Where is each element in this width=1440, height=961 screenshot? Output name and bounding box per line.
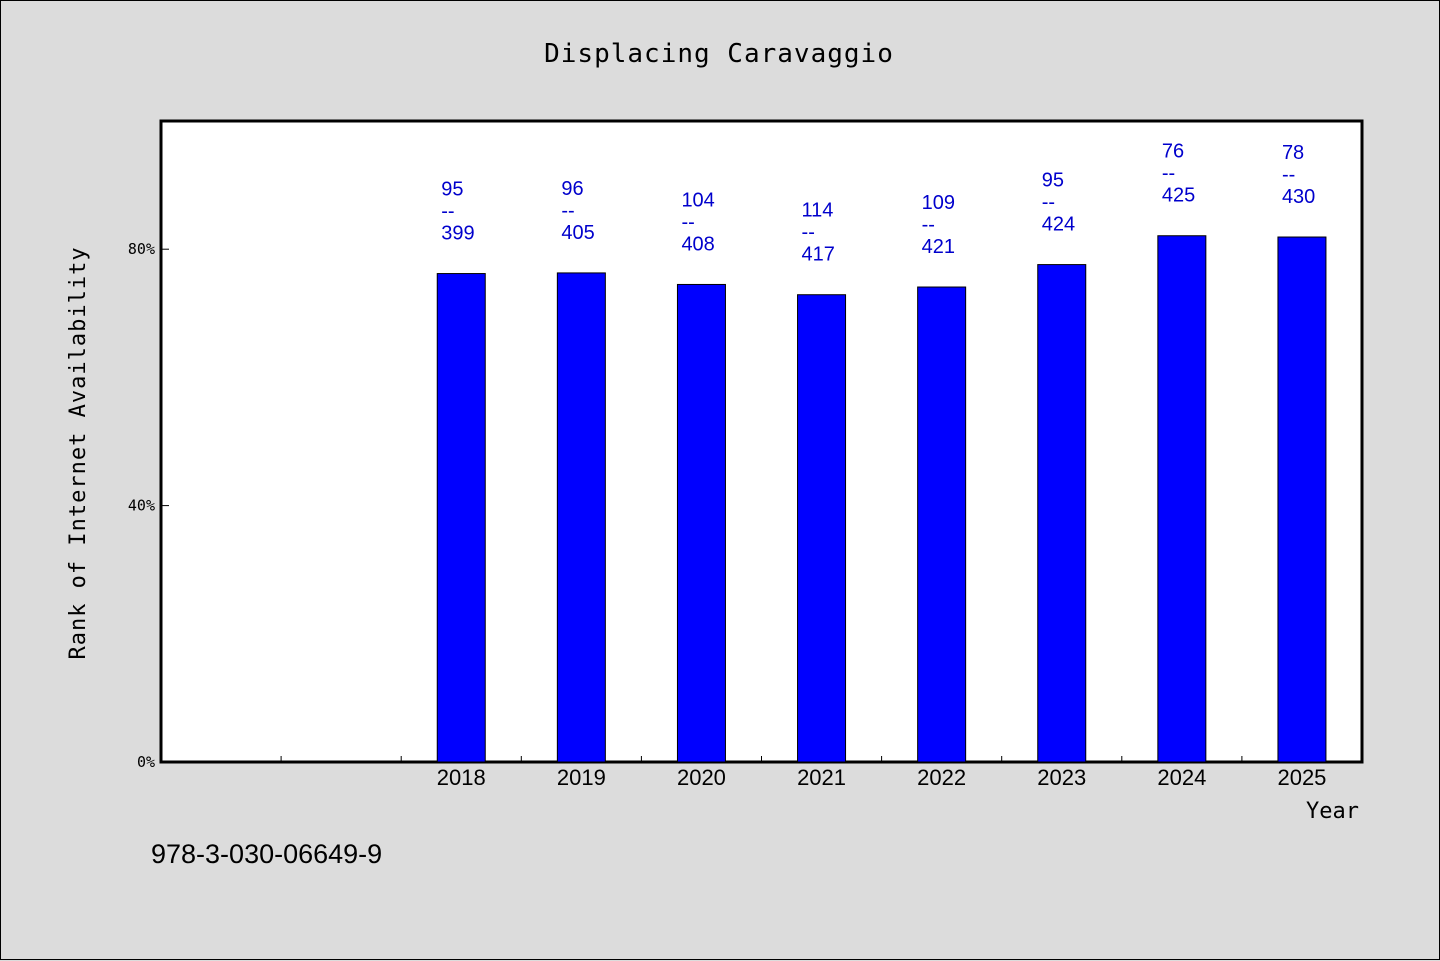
data-label: 405 [561, 222, 594, 244]
y-tick-label: 40% [128, 497, 155, 515]
x-tick-label: 2021 [797, 765, 846, 790]
x-tick-label: 2019 [557, 765, 606, 790]
bar-2019 [556, 272, 606, 763]
bar-2022 [917, 286, 967, 763]
data-label: 421 [922, 236, 955, 258]
x-tick-label: 2023 [1037, 765, 1086, 790]
x-axis-label: Year [1306, 799, 1359, 824]
bar-2021 [797, 294, 847, 763]
data-label: 408 [681, 233, 714, 255]
data-label: -- [1162, 163, 1175, 185]
y-tick-label: 80% [128, 240, 155, 258]
x-axis: 2018 2019 2020 2021 2022 2023 2024 2025 [280, 756, 1326, 790]
bar-2023 [1037, 264, 1087, 763]
data-label: 95 [441, 179, 463, 201]
chart-title: Displacing Caravaggio [544, 39, 894, 69]
x-tick-label: 2018 [437, 765, 486, 790]
data-label: 104 [681, 189, 714, 211]
data-label: 95 [1042, 170, 1064, 192]
bar-2020 [676, 283, 726, 763]
y-axis-label: Rank of Internet Availability [66, 246, 91, 659]
bar-2018 [436, 273, 486, 763]
data-labels: 95--39996--405104--408114--417109--42195… [441, 141, 1315, 266]
bar-2025 [1277, 236, 1327, 763]
y-axis: 0% 40% 80% [128, 240, 169, 771]
data-label: 399 [441, 223, 474, 245]
data-label: 424 [1042, 214, 1075, 236]
data-label: 109 [922, 192, 955, 214]
y-tick-label: 0% [137, 753, 155, 771]
data-label: -- [802, 222, 815, 244]
data-label: 76 [1162, 141, 1184, 163]
data-label: 96 [561, 178, 583, 200]
data-label: 114 [802, 200, 834, 222]
data-label: 425 [1162, 185, 1195, 207]
data-label: -- [1282, 164, 1295, 186]
data-label: -- [922, 214, 935, 236]
data-label: 430 [1282, 186, 1315, 208]
data-label: 417 [802, 244, 835, 266]
x-tick-label: 2020 [677, 765, 726, 790]
data-label: -- [561, 200, 574, 222]
data-label: -- [441, 201, 454, 223]
data-label: -- [681, 211, 694, 233]
isbn-text: 978-3-030-06649-9 [151, 839, 382, 869]
bar-2024 [1157, 235, 1207, 763]
x-tick-label: 2024 [1157, 765, 1206, 790]
bar-series [436, 235, 1327, 763]
data-label: -- [1042, 192, 1055, 214]
data-label: 78 [1282, 142, 1304, 164]
x-tick-label: 2025 [1277, 765, 1326, 790]
x-tick-label: 2022 [917, 765, 966, 790]
